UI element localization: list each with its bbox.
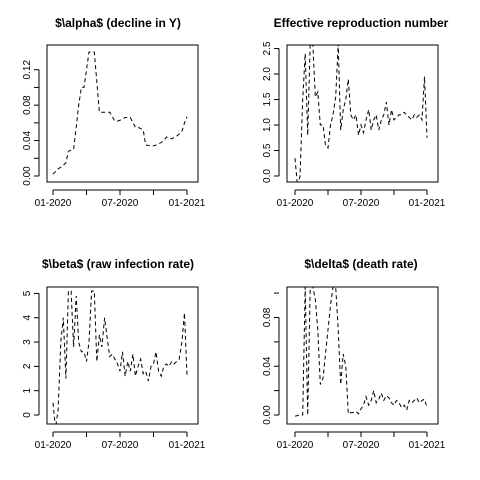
panel-delta-y-tick-label-0: 0.00 <box>262 405 273 425</box>
panel-delta-series-line-0 <box>294 287 428 417</box>
panel-beta-x-axis: 01-2020 07-2020 01-2021 <box>35 431 206 451</box>
panel-beta-x-tick-label-1: 07-2020 <box>102 440 139 451</box>
panel-alpha-y-tick-label-0: 0.00 <box>22 166 33 186</box>
panel-reproduction-x-axis: 01-2020 07-2020 01-2021 <box>277 189 446 209</box>
panel-reproduction-y-tick-label-5: 2.5 <box>262 41 273 55</box>
panel-delta-y-tick-label-1: 0.04 <box>262 356 273 376</box>
panel-beta-y-tick-label-4: 4 <box>22 315 33 321</box>
panel-alpha-x-tick-label-1: 07-2020 <box>102 198 139 209</box>
panel-alpha-title: $\alpha$ (decline in Y) <box>55 16 181 30</box>
panel-reproduction: Effective reproduction number 01-2020 07-… <box>262 16 449 209</box>
panel-reproduction-title: Effective reproduction number <box>274 16 449 30</box>
panel-reproduction-frame <box>286 44 439 183</box>
panel-beta-y-tick-label-2: 2 <box>22 363 33 369</box>
panel-alpha-x-tick-label-2: 01-2021 <box>169 198 206 209</box>
panel-delta-y-tick-label-2: 0.08 <box>262 307 273 327</box>
panel-alpha-y-axis: 0.00 0.04 0.08 0.12 <box>22 60 40 186</box>
panel-beta-x-tick-label-2: 01-2021 <box>169 440 206 451</box>
panel-beta-y-tick-label-3: 3 <box>22 339 33 345</box>
panel-reproduction-y-axis: 0.0 0.5 1.0 1.5 2.0 2.5 <box>262 41 280 183</box>
panel-alpha-y-tick-label-3: 0.12 <box>22 60 33 80</box>
panel-beta-y-tick-label-0: 0 <box>22 412 33 418</box>
panel-reproduction-y-tick-label-1: 0.5 <box>262 143 273 157</box>
panel-reproduction-x-tick-label-1: 07-2020 <box>343 198 380 209</box>
panel-reproduction-y-tick-label-4: 2.0 <box>262 67 273 81</box>
panel-beta: $\beta$ (raw infection rate) 01-2020 07-2… <box>22 257 206 451</box>
panel-delta-y-axis: 0.00 0.04 0.08 <box>262 292 280 425</box>
panel-delta-x-tick-label-0: 01-2020 <box>277 440 314 451</box>
panel-beta-x-tick-label-0: 01-2020 <box>35 440 72 451</box>
panel-alpha-frame <box>46 44 199 183</box>
panel-reproduction-y-tick-label-2: 1.0 <box>262 118 273 132</box>
panel-beta-y-axis: 0 1 2 3 4 5 <box>22 290 40 418</box>
panel-beta-title: $\beta$ (raw infection rate) <box>42 257 194 271</box>
panel-delta-frame <box>286 286 439 425</box>
panel-reproduction-x-tick-label-2: 01-2021 <box>409 198 446 209</box>
panel-reproduction-series-line-0 <box>294 45 428 182</box>
panel-delta-series <box>294 287 428 417</box>
panel-alpha-y-tick-label-2: 0.08 <box>22 95 33 115</box>
panel-delta-x-axis: 01-2020 07-2020 01-2021 <box>277 431 446 451</box>
panel-reproduction-x-tick-label-0: 01-2020 <box>277 198 314 209</box>
panel-beta-y-tick-label-5: 5 <box>22 290 33 296</box>
panel-alpha-y-tick-label-1: 0.04 <box>22 130 33 150</box>
panel-beta-y-tick-label-1: 1 <box>22 387 33 393</box>
panel-alpha: $\alpha$ (decline in Y) 01-2020 07-2020 01… <box>22 16 206 209</box>
panel-alpha-series-line-0 <box>52 51 188 175</box>
panel-reproduction-series <box>294 45 428 182</box>
panel-beta-series-line-0 <box>52 290 188 424</box>
panel-reproduction-y-tick-label-0: 0.0 <box>262 169 273 183</box>
panel-beta-series <box>52 290 188 424</box>
panel-delta-x-tick-label-1: 07-2020 <box>343 440 380 451</box>
panel-beta-frame <box>46 286 199 425</box>
panel-delta-title: $\delta$ (death rate) <box>304 257 417 271</box>
panel-delta: $\delta$ (death rate) 01-2020 07-2020 01-2… <box>262 257 446 451</box>
panel-alpha-x-tick-label-0: 01-2020 <box>35 198 72 209</box>
panel-delta-x-tick-label-2: 01-2021 <box>409 440 446 451</box>
panel-alpha-x-axis: 01-2020 07-2020 01-2021 <box>35 189 206 209</box>
panel-reproduction-y-tick-label-3: 1.5 <box>262 92 273 106</box>
panel-alpha-series <box>52 51 188 175</box>
